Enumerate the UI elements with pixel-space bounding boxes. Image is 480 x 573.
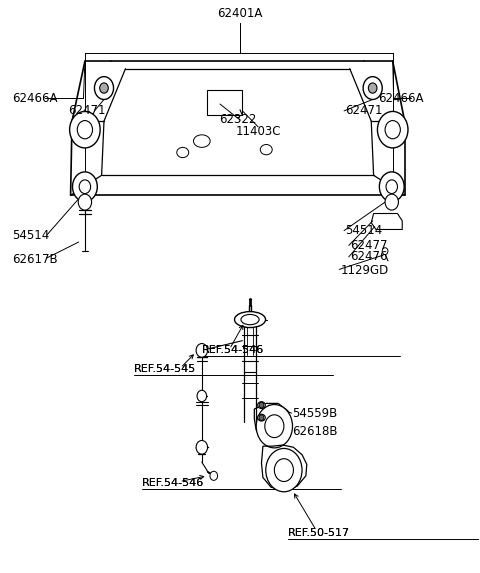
Circle shape [368, 83, 377, 93]
Text: REF.54-546: REF.54-546 [202, 346, 264, 355]
Bar [206, 90, 242, 115]
Text: REF.50-517: REF.50-517 [288, 528, 350, 538]
Text: 54559B: 54559B [292, 407, 338, 419]
Circle shape [385, 120, 400, 139]
Circle shape [259, 402, 264, 408]
Circle shape [266, 449, 302, 492]
Text: REF.54-546: REF.54-546 [142, 478, 204, 488]
Ellipse shape [258, 414, 265, 421]
Circle shape [363, 77, 382, 100]
Text: 62471: 62471 [68, 104, 106, 117]
Text: 62477: 62477 [350, 239, 387, 252]
Ellipse shape [260, 144, 272, 155]
Text: 62618B: 62618B [292, 425, 338, 438]
Circle shape [275, 459, 293, 481]
Circle shape [95, 77, 114, 100]
Circle shape [78, 194, 92, 210]
Ellipse shape [258, 402, 265, 409]
Circle shape [259, 415, 264, 421]
Text: 62466A: 62466A [12, 92, 58, 105]
Text: 54514: 54514 [12, 229, 49, 242]
Circle shape [379, 172, 404, 202]
Ellipse shape [235, 312, 265, 328]
Text: REF.54-546: REF.54-546 [142, 478, 204, 488]
Text: REF.50-517: REF.50-517 [288, 528, 350, 538]
Circle shape [79, 180, 91, 194]
Text: 62476: 62476 [350, 250, 387, 264]
Circle shape [386, 180, 397, 194]
Circle shape [385, 194, 398, 210]
Text: 54514: 54514 [345, 224, 382, 237]
Circle shape [210, 471, 217, 480]
Text: 1129GD: 1129GD [340, 264, 388, 277]
Circle shape [197, 390, 206, 402]
Text: 11403C: 11403C [235, 125, 281, 138]
Ellipse shape [177, 147, 189, 158]
Circle shape [196, 441, 207, 454]
Circle shape [77, 120, 93, 139]
Text: REF.54-545: REF.54-545 [134, 364, 196, 374]
Text: 62466A: 62466A [378, 92, 424, 105]
Circle shape [256, 405, 292, 448]
Circle shape [196, 344, 207, 357]
Circle shape [72, 172, 97, 202]
Circle shape [382, 248, 388, 254]
Text: 62471: 62471 [345, 104, 383, 117]
Circle shape [265, 415, 284, 438]
Text: REF.54-546: REF.54-546 [202, 346, 264, 355]
Ellipse shape [193, 135, 210, 147]
Circle shape [377, 111, 408, 148]
Text: 62322: 62322 [219, 113, 256, 127]
Text: 62401A: 62401A [217, 7, 263, 19]
Text: 62617B: 62617B [12, 253, 58, 266]
Circle shape [100, 83, 108, 93]
Ellipse shape [241, 315, 259, 325]
Circle shape [70, 111, 100, 148]
Text: REF.54-545: REF.54-545 [134, 364, 196, 374]
